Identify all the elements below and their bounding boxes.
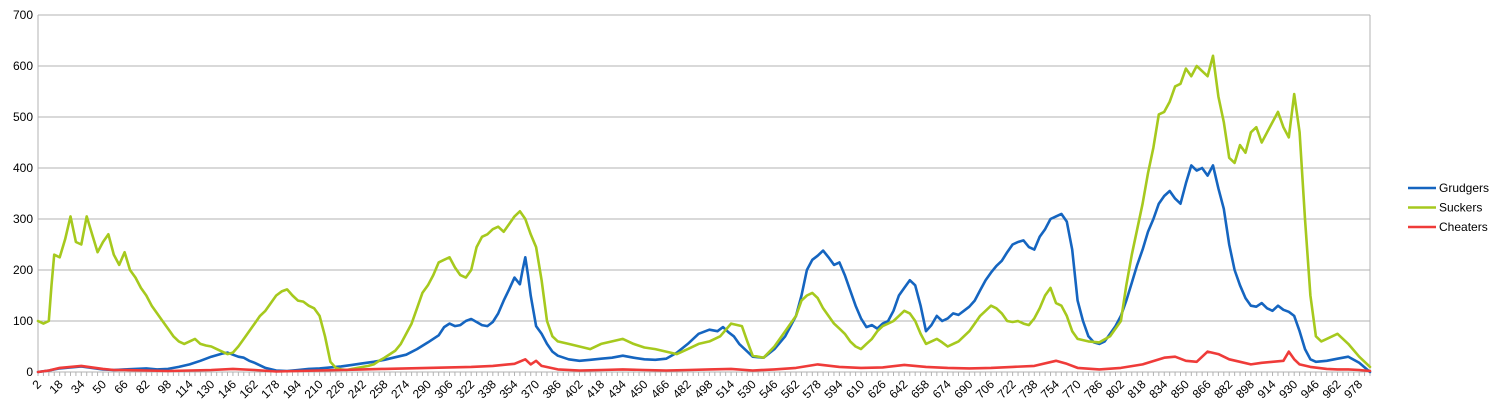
x-tick-label: 866: [1190, 377, 1214, 401]
y-axis: 0 100 200 300 400 500 600 700: [13, 8, 33, 379]
x-tick-label: 306: [432, 377, 456, 401]
y-tick-label: 400: [13, 161, 33, 175]
x-tick-label: 434: [605, 377, 629, 401]
y-tick-label: 600: [13, 59, 33, 73]
x-tick-label: 594: [821, 377, 845, 401]
x-tick-label: 658: [908, 377, 932, 401]
x-tick-label: 738: [1016, 377, 1040, 401]
x-tick-label: 82: [133, 377, 153, 397]
x-tick-label: 898: [1233, 377, 1257, 401]
x-tick-label: 210: [302, 377, 326, 401]
x-tick-label: 226: [323, 377, 347, 401]
x-tick-label: 98: [155, 377, 175, 397]
x-tick-label: 130: [193, 377, 217, 401]
x-tick-label: 706: [973, 377, 997, 401]
y-tick-label: 0: [26, 365, 33, 379]
x-tick-label: 850: [1168, 377, 1192, 401]
x-tick-label: 690: [951, 377, 975, 401]
x-tick-label: 466: [648, 377, 672, 401]
x-tick-label: 722: [995, 377, 1019, 401]
x-tick-label: 2: [29, 377, 44, 392]
x-tick-label: 962: [1320, 377, 1344, 401]
x-tick-label: 146: [215, 377, 239, 401]
x-tick-label: 610: [843, 377, 867, 401]
x-tick-label: 162: [237, 377, 261, 401]
y-tick-label: 700: [13, 8, 33, 22]
y-tick-label: 100: [13, 314, 33, 328]
x-tick-label: 546: [756, 377, 780, 401]
x-tick-label: 674: [930, 377, 954, 401]
legend-label-cheaters: Cheaters: [1439, 220, 1488, 234]
x-tick-label: 338: [475, 377, 499, 401]
x-tick-label: 418: [583, 377, 607, 401]
y-tick-label: 300: [13, 212, 33, 226]
x-tick-label: 930: [1276, 377, 1300, 401]
x-tick-label: 578: [800, 377, 824, 401]
x-tick-label: 386: [540, 377, 564, 401]
y-tick-label: 500: [13, 110, 33, 124]
x-tick-label: 274: [388, 377, 412, 401]
x-tick-label: 322: [453, 377, 477, 401]
x-tick-label: 498: [691, 377, 715, 401]
x-tick-label: 370: [518, 377, 542, 401]
x-tick-label: 834: [1146, 377, 1170, 401]
legend-label-suckers: Suckers: [1439, 201, 1482, 215]
x-tick-label: 34: [68, 377, 88, 397]
x-tick-label: 978: [1341, 377, 1365, 401]
x-tick-label: 642: [886, 377, 910, 401]
series-lines: [36, 54, 1372, 374]
series-line-cheaters: [36, 350, 1372, 374]
x-tick-label: 626: [865, 377, 889, 401]
x-tick-label: 402: [562, 377, 586, 401]
x-tick-label: 18: [46, 377, 66, 397]
x-tick-label: 242: [345, 377, 369, 401]
x-tick-label: 450: [626, 377, 650, 401]
x-tick-label: 770: [1060, 377, 1084, 401]
x-tick-label: 178: [258, 377, 282, 401]
x-tick-label: 514: [713, 377, 737, 401]
x-tick-label: 562: [778, 377, 802, 401]
x-tick-label: 914: [1255, 377, 1279, 401]
x-tick-label: 290: [410, 377, 434, 401]
gridlines: [37, 14, 1371, 373]
x-tick-label: 482: [670, 377, 694, 401]
series-line-suckers: [36, 54, 1372, 372]
x-tick-label: 354: [497, 377, 521, 401]
x-tick-label: 882: [1211, 377, 1235, 401]
legend-label-grudgers: Grudgers: [1439, 181, 1489, 195]
x-tick-label: 258: [367, 377, 391, 401]
x-tick-label: 50: [90, 377, 110, 397]
x-tick-label: 114: [172, 377, 196, 401]
x-tick-label: 530: [735, 377, 759, 401]
x-tick-label: 194: [280, 377, 304, 401]
x-tick-label: 946: [1298, 377, 1322, 401]
series-line-grudgers: [36, 164, 1372, 374]
x-tick-label: 818: [1125, 377, 1149, 401]
y-tick-label: 200: [13, 263, 33, 277]
x-tick-label: 802: [1103, 377, 1127, 401]
x-axis: 2 18 34 50 66 82 98114130146162178194210226242…: [29, 371, 1371, 401]
x-tick-label: 754: [1038, 377, 1062, 401]
x-tick-label: 786: [1081, 377, 1105, 401]
legend: Grudgers Suckers Cheaters: [1408, 181, 1489, 234]
x-tick-label: 66: [111, 377, 131, 397]
